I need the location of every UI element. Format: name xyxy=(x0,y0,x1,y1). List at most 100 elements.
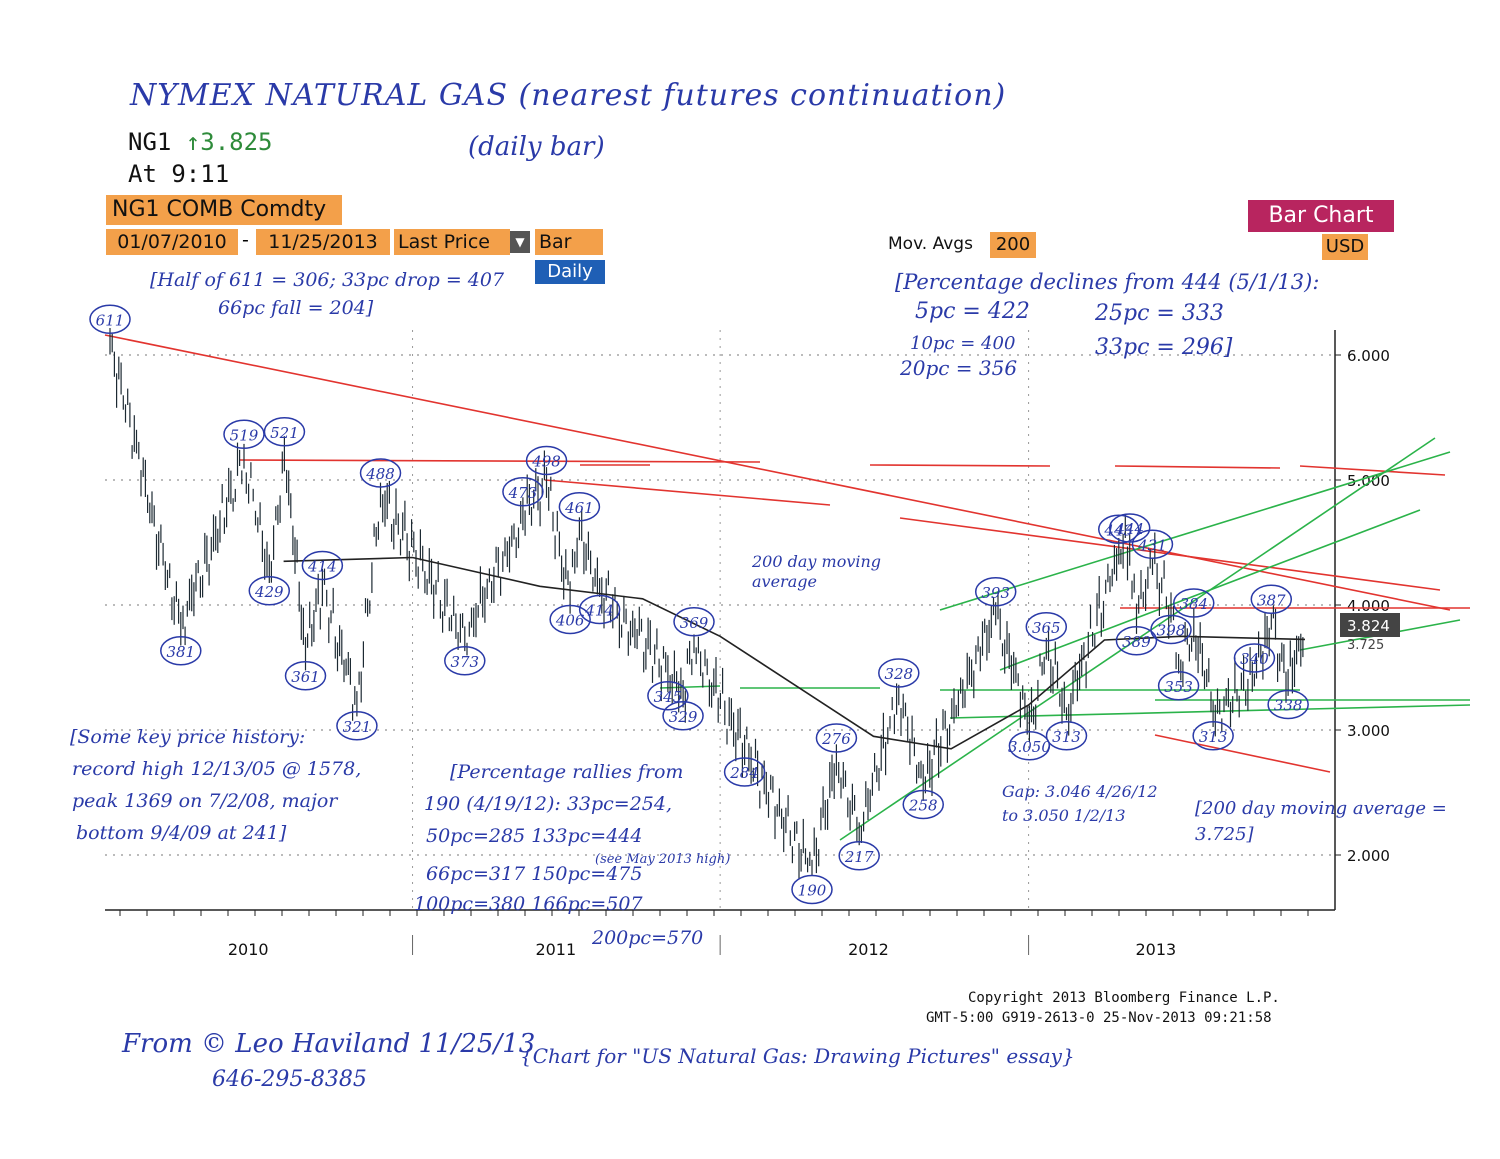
author-note: From © Leo Haviland 11/25/13 xyxy=(122,1029,536,1059)
annotation-label: 398 xyxy=(1157,622,1186,640)
annotation-label: 387 xyxy=(1257,591,1286,609)
annotation-label: 340 xyxy=(1240,650,1269,668)
annotation-circle xyxy=(1025,612,1068,642)
red-trendline xyxy=(869,464,1051,467)
price-annotations: 6113815194295213614143214883734734984064… xyxy=(89,304,1309,905)
annotation-label: 611 xyxy=(96,311,125,329)
annotation-label: 381 xyxy=(166,643,195,661)
note-rally-6: 100pc=380 166pc=507 xyxy=(414,893,643,915)
price-field-select[interactable]: Last Price xyxy=(394,229,510,255)
x-tick-label: 2011 xyxy=(535,940,576,959)
annotation-label: 519 xyxy=(230,426,259,444)
annotation-label: 384 xyxy=(1179,595,1208,613)
x-tick-label: 2012 xyxy=(848,940,889,959)
y-tick-label: 5.000 xyxy=(1347,472,1390,490)
annotation-label: 498 xyxy=(531,453,561,471)
note-decline-25: 25pc = 333 xyxy=(1095,301,1224,326)
annotation-circle xyxy=(1150,614,1192,645)
last-price-tag xyxy=(1340,613,1400,637)
chart-type-select[interactable]: Bar xyxy=(535,229,603,255)
annotation-circle xyxy=(1098,514,1140,544)
date-separator: - xyxy=(242,229,249,251)
annotation-circle xyxy=(647,681,689,711)
red-trendline xyxy=(1299,465,1446,476)
green-trendline xyxy=(939,451,1451,611)
note-decline-33: 33pc = 296] xyxy=(1095,335,1233,360)
annotation-label: 321 xyxy=(343,718,372,736)
bar-chart-button[interactable]: Bar Chart xyxy=(1248,200,1394,232)
note-history-1: [Some key price history: xyxy=(70,726,306,748)
annotation-circle xyxy=(1157,671,1200,701)
annotation-label: 369 xyxy=(680,614,709,632)
annotation-label: 3.050 xyxy=(1008,738,1051,756)
green-trendline xyxy=(949,704,1471,719)
annotation-label: 328 xyxy=(884,665,913,683)
annotation-label: 473 xyxy=(508,484,538,502)
annotation-circle xyxy=(1233,643,1276,673)
chart-title: NYMEX NATURAL GAS (nearest futures conti… xyxy=(130,78,1007,113)
y-tick-label: 3.000 xyxy=(1347,722,1390,740)
annotation-label: 406 xyxy=(555,612,585,630)
as-of-time: At 9:11 xyxy=(128,160,230,188)
note-ma-label: 200 day moving average xyxy=(752,552,882,591)
annotation-circle xyxy=(263,417,306,447)
note-rally-7: 200pc=570 xyxy=(592,927,704,949)
note-rally-5: 66pc=317 150pc=475 xyxy=(426,863,643,885)
note-history-3: peak 1369 on 7/2/08, major xyxy=(72,790,338,812)
x-tick-label: 2013 xyxy=(1135,940,1176,959)
note-rally-3: 50pc=285 133pc=444 xyxy=(426,825,643,847)
date-from-field[interactable]: 01/07/2010 xyxy=(106,229,238,255)
note-rally-1: [Percentage rallies from xyxy=(450,761,684,783)
annotation-circle xyxy=(673,607,715,637)
red-trendline xyxy=(104,334,1451,611)
note-declines-title: [Percentage declines from 444 (5/1/13): xyxy=(895,270,1320,294)
annotation-circle xyxy=(662,701,704,731)
annotation-circle xyxy=(359,458,402,488)
annotation-label: 217 xyxy=(844,848,874,866)
annotation-label: 488 xyxy=(365,465,395,483)
y-tick-label: 6.000 xyxy=(1347,347,1390,365)
annotation-label: 414 xyxy=(584,602,614,620)
note-history-2: record high 12/13/05 @ 1578, xyxy=(72,758,362,780)
annotation-circle xyxy=(1108,513,1151,543)
annotation-circle xyxy=(160,636,202,666)
annotation-circle xyxy=(723,757,766,787)
currency-field[interactable]: USD xyxy=(1322,234,1368,260)
mov-avgs-field[interactable]: 200 xyxy=(990,232,1036,258)
annotation-circle xyxy=(558,492,601,522)
copyright-text: Copyright 2013 Bloomberg Finance L.P. xyxy=(968,990,1280,1006)
mov-avgs-label: Mov. Avgs xyxy=(888,234,973,254)
annotation-label: 313 xyxy=(1052,728,1081,746)
annotation-label: 431 xyxy=(1137,536,1167,554)
annotation-circle xyxy=(1045,721,1088,751)
note-rally-2: 190 (4/19/12): 33pc=254, xyxy=(424,793,673,815)
annotation-circle xyxy=(815,723,858,753)
annotation-circle xyxy=(1267,689,1309,720)
date-to-field[interactable]: 11/25/2013 xyxy=(256,229,390,255)
green-trendline xyxy=(999,509,1421,671)
annotation-circle xyxy=(1008,731,1051,761)
annotation-label: 345 xyxy=(654,688,683,706)
period-button[interactable]: Daily xyxy=(535,260,605,284)
annotation-label: 389 xyxy=(1122,633,1151,651)
annotation-circle xyxy=(838,841,880,871)
annotation-circle xyxy=(525,445,568,476)
annotation-circle xyxy=(248,576,291,606)
essay-note: {Chart for "US Natural Gas: Drawing Pict… xyxy=(520,1044,1075,1068)
annotation-label: 444 xyxy=(1114,520,1144,538)
note-half: [Half of 611 = 306; 33pc drop = 407 xyxy=(150,269,505,291)
annotation-circle xyxy=(902,789,944,820)
y-tick-label: 2.000 xyxy=(1347,847,1390,865)
note-decline-5: 5pc = 422 xyxy=(915,299,1030,324)
note-gap: Gap: 3.046 4/26/12 to 3.050 1/2/13 xyxy=(1002,782,1158,825)
annotation-circle xyxy=(974,577,1017,607)
security-field[interactable]: NG1 COMB Comdty xyxy=(106,195,342,225)
annotation-label: 258 xyxy=(908,797,938,815)
ma-last-label: 3.725 xyxy=(1347,638,1384,653)
chevron-down-icon[interactable]: ▼ xyxy=(510,231,530,253)
annotation-circle xyxy=(549,604,591,635)
annotation-circle xyxy=(578,594,621,625)
annotation-label: 414 xyxy=(307,558,337,576)
red-trendline xyxy=(239,459,761,463)
phone-note: 646-295-8385 xyxy=(212,1067,367,1092)
